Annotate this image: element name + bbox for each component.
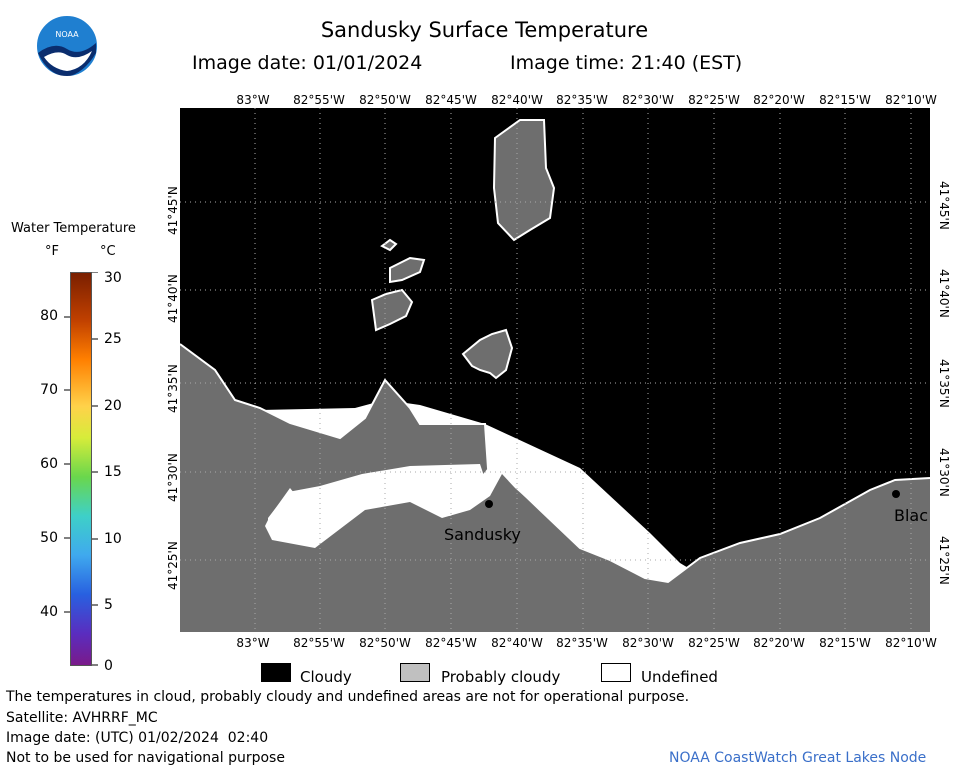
legend-label-undefined: Undefined (641, 668, 718, 686)
image-time: Image time: 21:40 (EST) (510, 52, 743, 74)
lat-tick-right: 41°35'N (937, 359, 951, 408)
lon-tick-top: 82°15'W (819, 93, 871, 107)
image-date: Image date: 01/01/2024 (192, 52, 423, 74)
lon-tick-top: 82°35'W (556, 93, 608, 107)
legend-label-probably-cloudy: Probably cloudy (441, 668, 561, 686)
lon-tick-top: 82°40'W (491, 93, 543, 107)
legend-swatch-probably-cloudy (400, 663, 430, 682)
lon-tick-bottom: 82°55'W (293, 636, 345, 650)
legend-swatch-undefined (601, 663, 631, 682)
map-svg (179, 108, 931, 632)
utc-date: Image date: (UTC) 01/02/2024 02:40 (6, 730, 269, 746)
scale-c-label: 30 (104, 270, 122, 286)
lon-tick-bottom: 82°25'W (688, 636, 740, 650)
graticule (180, 108, 930, 632)
lon-tick-top: 82°55'W (293, 93, 345, 107)
scale-f-label: 40 (40, 604, 58, 620)
sandusky-bay (268, 464, 486, 540)
lon-tick-top: 82°50'W (359, 93, 411, 107)
lon-tick-bottom: 82°10'W (885, 636, 937, 650)
lon-tick-bottom: 82°40'W (491, 636, 543, 650)
scale-f-label: 80 (40, 308, 58, 324)
lon-tick-top: 83°W (236, 93, 270, 107)
lon-tick-bottom: 82°30'W (622, 636, 674, 650)
place-label-blac: Blac (894, 506, 929, 525)
place-label-sandusky: Sandusky (444, 525, 521, 544)
coastline (179, 343, 931, 584)
scale-f-label: 60 (40, 456, 58, 472)
page-title: Sandusky Surface Temperature (320, 18, 649, 42)
lon-tick-top: 82°45'W (425, 93, 477, 107)
lon-tick-top: 82°25'W (688, 93, 740, 107)
noaa-logo: NOAA (34, 13, 100, 79)
lat-tick-left: 41°25'N (166, 541, 180, 590)
lat-tick-right: 41°40'N (937, 269, 951, 318)
scale-c-label: 20 (104, 398, 122, 414)
lon-tick-bottom: 82°20'W (753, 636, 805, 650)
lat-tick-right: 41°45'N (937, 181, 951, 230)
unit-fahrenheit: °F (45, 244, 59, 259)
lat-tick-left: 41°40'N (166, 274, 180, 323)
legend-swatch-cloudy (261, 663, 291, 682)
lat-tick-left: 41°35'N (166, 364, 180, 413)
credit: NOAA CoastWatch Great Lakes Node (669, 750, 927, 766)
scale-f-label: 70 (40, 382, 58, 398)
small-island-2 (380, 238, 398, 252)
legend-label-cloudy: Cloudy (300, 668, 352, 686)
lat-tick-right: 41°30'N (937, 448, 951, 497)
color-scale-bar (70, 272, 92, 666)
probably-cloudy-land (180, 344, 930, 632)
scale-f-label: 50 (40, 530, 58, 546)
lon-tick-top: 82°30'W (622, 93, 674, 107)
scale-c-label: 5 (104, 597, 113, 613)
bass-island (492, 119, 556, 242)
lon-tick-top: 82°10'W (885, 93, 937, 107)
small-island-1 (389, 256, 426, 284)
blac-marker (892, 490, 900, 498)
kelleys-island (461, 328, 514, 380)
lat-tick-right: 41°25'N (937, 536, 951, 585)
sandusky-marker (485, 500, 493, 508)
unit-celsius: °C (100, 244, 116, 259)
scale-c-label: 25 (104, 331, 122, 347)
map: Sandusky Blac (179, 108, 931, 632)
lon-tick-bottom: 82°15'W (819, 636, 871, 650)
lon-tick-bottom: 82°50'W (359, 636, 411, 650)
lon-tick-bottom: 82°35'W (556, 636, 608, 650)
disclaimer: The temperatures in cloud, probably clou… (6, 689, 690, 705)
middle-island (370, 288, 414, 332)
lon-tick-top: 82°20'W (753, 93, 805, 107)
lon-tick-bottom: 82°45'W (425, 636, 477, 650)
scale-c-label: 10 (104, 531, 122, 547)
navigation-note: Not to be used for navigational purpose (6, 750, 285, 766)
scale-ticks (64, 271, 98, 666)
scale-c-label: 15 (104, 464, 122, 480)
scale-c-label: 0 (104, 658, 113, 674)
lat-tick-left: 41°30'N (166, 453, 180, 502)
color-scale-title: Water Temperature (11, 221, 136, 236)
satellite: Satellite: AVHRRF_MC (6, 710, 158, 726)
lon-tick-bottom: 83°W (236, 636, 270, 650)
noaa-logo-text: NOAA (55, 30, 79, 39)
lat-tick-left: 41°45'N (166, 186, 180, 235)
